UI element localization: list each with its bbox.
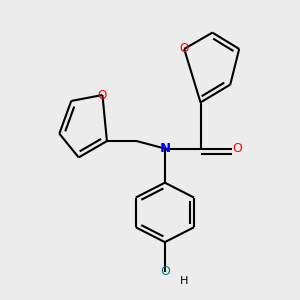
Text: N: N — [159, 142, 170, 155]
Text: O: O — [232, 142, 242, 155]
Text: O: O — [160, 266, 170, 278]
Text: H: H — [179, 276, 188, 286]
Text: O: O — [180, 42, 189, 56]
Text: O: O — [98, 88, 107, 101]
